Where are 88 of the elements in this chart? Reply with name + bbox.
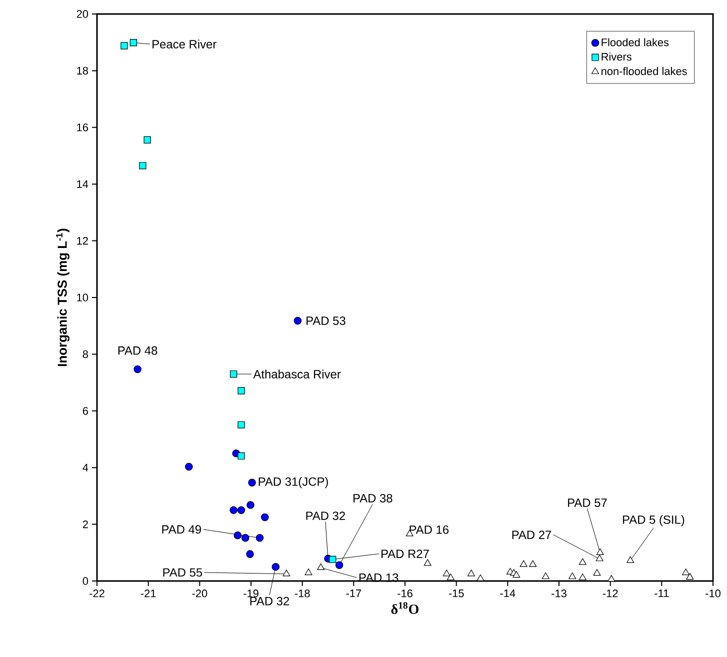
annotation: PAD R27 — [382, 550, 429, 558]
point — [578, 574, 586, 580]
point — [593, 569, 601, 576]
point — [626, 556, 634, 563]
annotation: PAD 53 — [306, 316, 346, 325]
point — [238, 421, 245, 428]
y-tick-label: 10 — [77, 294, 88, 302]
x-tick-label: -10 — [706, 590, 720, 598]
point — [442, 570, 450, 576]
legend-label: non-flooded lakes — [602, 67, 687, 76]
point — [317, 563, 325, 570]
x-tick-label: -22 — [90, 590, 104, 598]
point — [476, 574, 484, 582]
point — [596, 548, 604, 555]
x-tick-label: -18 — [294, 590, 310, 598]
x-axis-title: δ$^{18}$O — [391, 602, 418, 614]
point — [246, 550, 254, 558]
x-tick-label: -11 — [654, 590, 669, 598]
point — [467, 570, 475, 576]
x-tick-label: -17 — [346, 590, 362, 598]
point — [446, 574, 454, 580]
point — [248, 478, 256, 487]
point — [529, 560, 537, 567]
y-tick-label: 6 — [82, 407, 88, 415]
point — [241, 534, 250, 542]
annotation: PAD 27 — [512, 530, 552, 539]
y-tick-label: 0 — [82, 577, 88, 585]
point — [686, 573, 694, 580]
point — [260, 513, 269, 522]
point — [237, 506, 246, 514]
y-tick-label: 18 — [77, 66, 88, 75]
point — [230, 370, 238, 378]
point — [294, 316, 302, 325]
point — [230, 506, 238, 514]
x-tick-label: -21 — [140, 590, 156, 598]
annotation: PAD 38 — [353, 494, 392, 502]
point — [304, 568, 312, 576]
legend-label: Rivers — [602, 52, 632, 61]
point — [272, 562, 280, 571]
point — [335, 561, 344, 570]
annotation: PAD 31(JCP) — [258, 477, 328, 488]
point — [120, 42, 128, 50]
point — [568, 572, 576, 580]
y-axis-title: Inorganic TSS (mg L$^{-1}$) — [56, 228, 70, 366]
legend-label: Flooded lakes — [602, 38, 669, 46]
point — [139, 162, 146, 170]
x-tick-label: -20 — [192, 590, 208, 598]
annotation: Athabasca River — [253, 370, 341, 378]
y-tick-label: 16 — [77, 124, 88, 132]
point — [424, 559, 432, 566]
annotation: PAD 5 (SIL) — [622, 515, 684, 526]
annotation: PAD 32 — [306, 512, 345, 520]
x-tick-label: -12 — [602, 590, 618, 598]
point — [682, 568, 690, 576]
y-tick-label: 12 — [77, 236, 88, 245]
x-tick-label: -16 — [398, 590, 412, 598]
point — [130, 39, 138, 46]
point — [608, 575, 616, 582]
annotation: PAD 32 — [250, 596, 290, 606]
annotation: Peace River — [152, 40, 216, 48]
point — [578, 558, 586, 565]
annotation: PAD 55 — [163, 568, 202, 577]
x-tick-label: -14 — [500, 590, 516, 598]
point — [134, 365, 142, 374]
y-tick-label: 20 — [76, 10, 88, 18]
point — [596, 554, 604, 562]
x-tick-label: -15 — [448, 590, 464, 598]
point — [238, 452, 245, 460]
point — [329, 556, 336, 564]
annotation: PAD 49 — [162, 525, 201, 534]
x-tick-label: -13 — [552, 590, 566, 598]
annotation: PAD 48 — [118, 346, 158, 355]
point — [185, 462, 193, 471]
point — [282, 570, 290, 576]
annotation: PAD 57 — [568, 498, 607, 507]
x-tick-label: -19 — [244, 590, 258, 598]
y-tick-label: 14 — [77, 180, 88, 188]
point — [256, 534, 264, 542]
point — [542, 572, 550, 580]
y-tick-label: 4 — [82, 464, 88, 472]
point — [234, 531, 242, 540]
y-tick-label: 2 — [82, 520, 88, 528]
point — [512, 571, 520, 578]
point — [238, 387, 245, 394]
point — [520, 560, 528, 567]
y-tick-label: 8 — [82, 350, 88, 358]
point — [144, 136, 151, 144]
point — [246, 501, 254, 509]
